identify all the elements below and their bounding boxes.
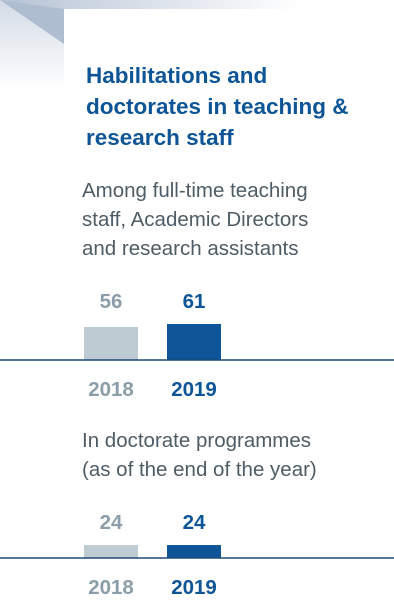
category-label-2019: 2019 bbox=[171, 576, 217, 599]
bar-chart-doctorate: 24 2018 24 2019 bbox=[0, 511, 394, 599]
category-label-2018: 2018 bbox=[88, 378, 134, 401]
category-label-2018: 2018 bbox=[88, 576, 134, 599]
value-label-2019: 24 bbox=[183, 511, 206, 534]
bar-2018 bbox=[84, 545, 138, 558]
bar-2018 bbox=[84, 326, 138, 360]
bar-chart-staff: 56 2018 61 2019 bbox=[0, 290, 394, 401]
corner-band-left bbox=[0, 0, 64, 90]
value-label-2018: 24 bbox=[100, 511, 123, 534]
bar-2019 bbox=[167, 545, 221, 558]
page-title: Habilitations and doctorates in teaching… bbox=[86, 63, 349, 150]
corner-fold bbox=[0, 0, 64, 44]
corner-decoration bbox=[0, 0, 300, 90]
value-label-2018: 56 bbox=[100, 290, 123, 313]
section-subtitle-doctorate: In doctorate programmes (as of the end o… bbox=[82, 429, 317, 481]
category-label-2019: 2019 bbox=[171, 378, 217, 401]
section-subtitle-staff: Among full-time teaching staff, Academic… bbox=[82, 179, 309, 260]
bar-2019 bbox=[167, 324, 221, 360]
value-label-2019: 61 bbox=[183, 290, 206, 313]
